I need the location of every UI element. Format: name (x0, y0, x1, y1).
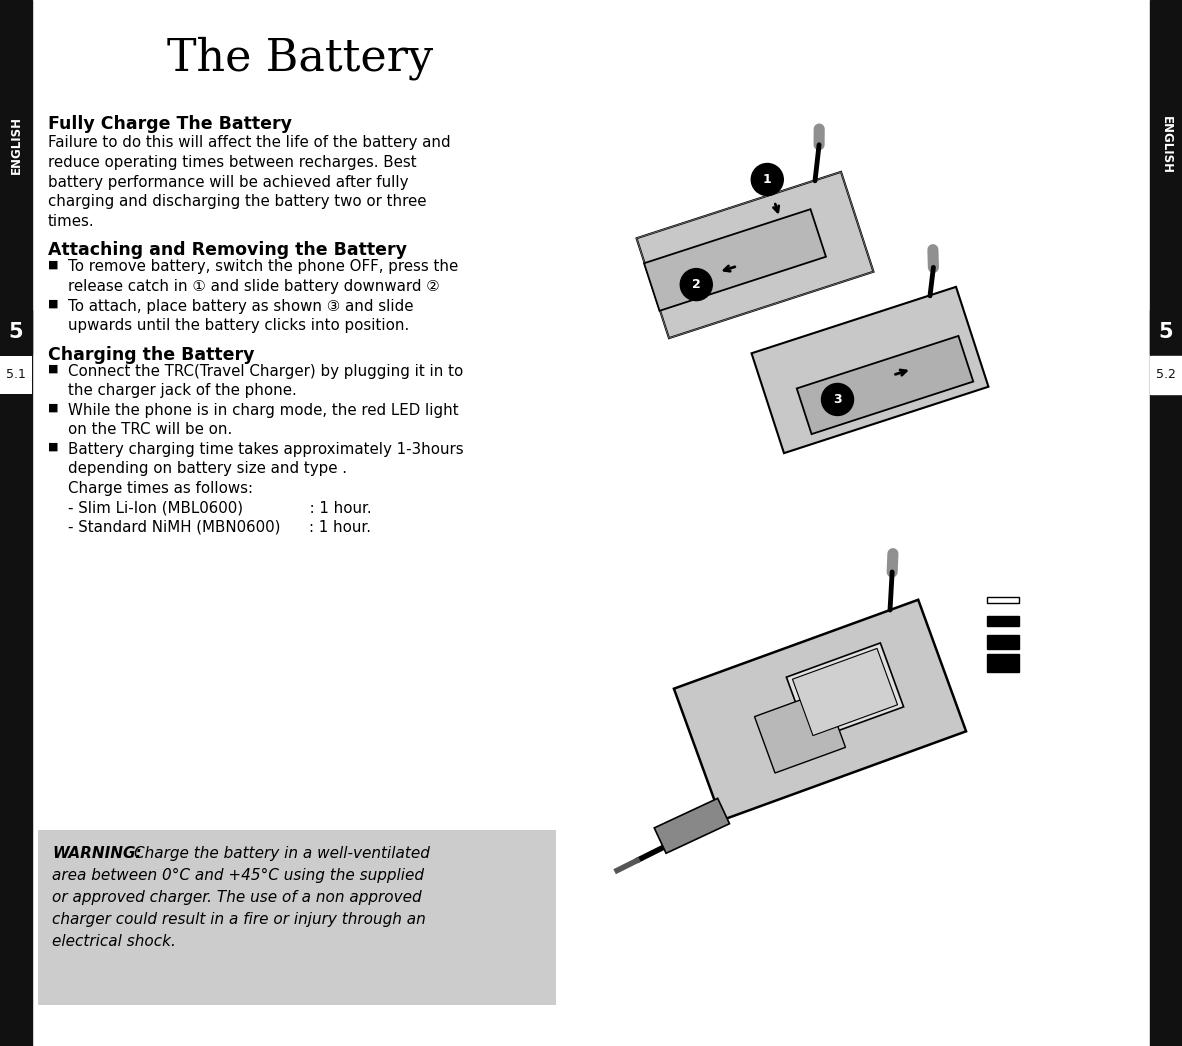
Text: ENGLISH: ENGLISH (9, 116, 22, 174)
Text: times.: times. (48, 213, 95, 228)
Text: Charging the Battery: Charging the Battery (48, 345, 254, 364)
Polygon shape (655, 798, 729, 854)
Text: Connect the TRC(Travel Charger) by plugging it in to: Connect the TRC(Travel Charger) by plugg… (69, 364, 463, 379)
Text: Fully Charge The Battery: Fully Charge The Battery (48, 115, 292, 133)
Bar (0, 0, 32, 1046)
Text: 5.2: 5.2 (1156, 368, 1176, 382)
Text: depending on battery size and type .: depending on battery size and type . (69, 461, 348, 477)
Text: ■: ■ (48, 259, 58, 270)
Text: or approved charger. The use of a non approved: or approved charger. The use of a non ap… (52, 890, 422, 905)
Bar (38, 829, 556, 1005)
Polygon shape (752, 287, 988, 453)
Text: the charger jack of the phone.: the charger jack of the phone. (69, 384, 297, 399)
Text: electrical shock.: electrical shock. (52, 934, 176, 949)
Text: upwards until the battery clicks into position.: upwards until the battery clicks into po… (69, 318, 409, 333)
Polygon shape (754, 691, 845, 773)
Text: 5: 5 (8, 322, 24, 342)
Text: ENGLISH: ENGLISH (1160, 116, 1173, 174)
Text: charging and discharging the battery two or three: charging and discharging the battery two… (48, 194, 427, 209)
Text: 2: 2 (691, 278, 701, 291)
Text: Battery charging time takes approximately 1-3hours: Battery charging time takes approximatel… (69, 442, 463, 457)
Circle shape (752, 163, 784, 196)
Text: battery performance will be achieved after fully: battery performance will be achieved aft… (48, 175, 409, 189)
Text: 5: 5 (1158, 322, 1174, 342)
Text: - Standard NiMH (MBN0600)      : 1 hour.: - Standard NiMH (MBN0600) : 1 hour. (69, 520, 371, 535)
Polygon shape (792, 649, 897, 735)
Text: While the phone is in charg mode, the red LED light: While the phone is in charg mode, the re… (69, 403, 459, 418)
Text: ■: ■ (48, 442, 58, 452)
Text: ■: ■ (48, 364, 58, 374)
Text: 3: 3 (833, 393, 842, 406)
Text: To attach, place battery as shown ③ and slide: To attach, place battery as shown ③ and … (69, 298, 414, 314)
Text: The Battery: The Battery (167, 37, 433, 79)
Circle shape (821, 384, 853, 415)
Text: Attaching and Removing the Battery: Attaching and Removing the Battery (48, 241, 407, 259)
Polygon shape (797, 336, 973, 434)
Polygon shape (644, 209, 826, 311)
Text: - Slim Li-Ion (MBL0600)              : 1 hour.: - Slim Li-Ion (MBL0600) : 1 hour. (69, 500, 371, 516)
Text: Charge the battery in a well-ventilated: Charge the battery in a well-ventilated (134, 846, 430, 861)
Text: on the TRC will be on.: on the TRC will be on. (69, 423, 232, 437)
Bar (987, 635, 1019, 650)
Polygon shape (674, 599, 966, 820)
Text: 5.1: 5.1 (6, 368, 26, 382)
Text: To remove battery, switch the phone OFF, press the: To remove battery, switch the phone OFF,… (69, 259, 459, 274)
Text: WARNING:: WARNING: (52, 846, 142, 861)
Text: Failure to do this will affect the life of the battery and: Failure to do this will affect the life … (48, 136, 450, 151)
Bar (987, 616, 1019, 627)
Text: ■: ■ (48, 298, 58, 309)
Bar (987, 655, 1019, 673)
Text: charger could result in a fire or injury through an: charger could result in a fire or injury… (52, 912, 426, 927)
Text: ■: ■ (48, 403, 58, 413)
Polygon shape (637, 172, 873, 338)
Bar (1150, 310, 1182, 354)
Bar (1150, 0, 1182, 1046)
Bar (987, 597, 1019, 604)
Bar (0, 310, 32, 354)
Text: 1: 1 (762, 173, 772, 186)
Bar (1150, 356, 1182, 394)
Circle shape (681, 269, 713, 300)
Text: reduce operating times between recharges. Best: reduce operating times between recharges… (48, 155, 416, 170)
Text: release catch in ① and slide battery downward ②: release catch in ① and slide battery dow… (69, 279, 440, 294)
Polygon shape (786, 643, 903, 741)
Text: area between 0°C and +45°C using the supplied: area between 0°C and +45°C using the sup… (52, 868, 424, 883)
Bar (0, 356, 32, 394)
Text: Charge times as follows:: Charge times as follows: (69, 481, 253, 496)
